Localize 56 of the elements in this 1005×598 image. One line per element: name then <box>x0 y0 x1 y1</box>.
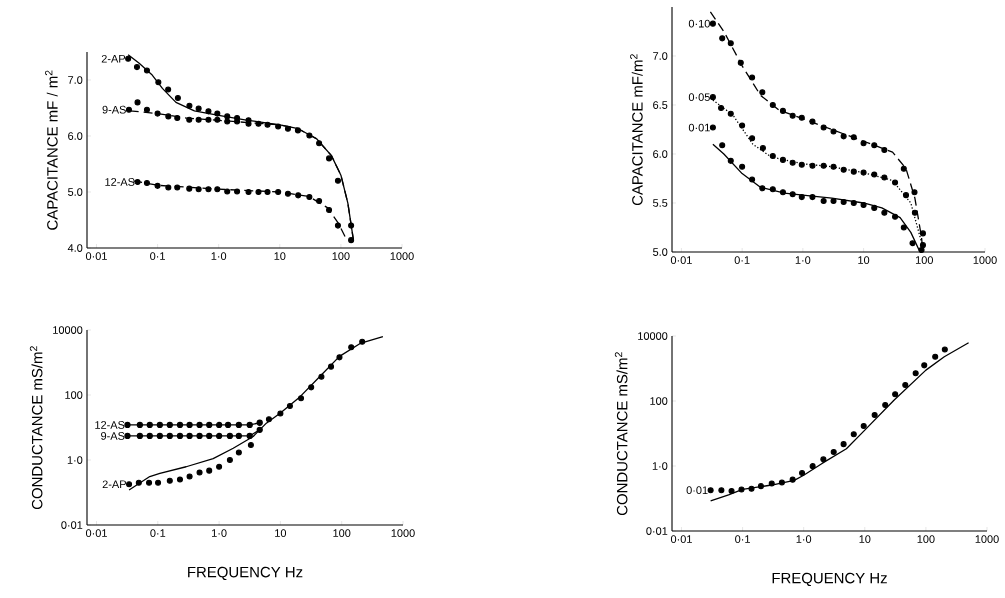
x-axis-title: FREQUENCY Hz <box>188 566 303 581</box>
x-tick-label: 1·0 <box>796 535 812 543</box>
x-tick-label: 10 <box>859 535 871 543</box>
y-tick-label: 10000 <box>638 332 668 340</box>
y-axis-title: CONDUCTANCE mS/m$^{2}$ <box>614 352 628 516</box>
x-tick-label: 0·1 <box>150 252 165 260</box>
series-label: 0·10 <box>688 19 710 28</box>
series-label: 12-AS <box>95 421 125 429</box>
x-tick-label: 1·0 <box>212 529 227 537</box>
y-tick-label: 6.0 <box>68 132 83 140</box>
series-label: 0·01 <box>686 486 708 495</box>
y-tick-label: 100 <box>65 391 83 399</box>
y-tick-label: 6.5 <box>653 101 668 109</box>
series-label: 12-AS <box>105 178 135 186</box>
x-tick-label: 100 <box>917 535 935 543</box>
x-axis-title: FREQUENCY Hz <box>772 572 887 587</box>
x-tick-label: 0·01 <box>85 529 107 537</box>
y-tick-label: 5.0 <box>653 248 668 256</box>
series-label: 9-AS <box>101 432 125 440</box>
x-tick-label: 100 <box>333 529 351 537</box>
x-tick-label: 10 <box>274 252 286 260</box>
y-tick-label: 7.0 <box>68 76 83 84</box>
x-tick-label: 1000 <box>973 256 997 264</box>
x-tick-label: 100 <box>915 256 933 264</box>
y-tick-label: 4.0 <box>67 244 83 252</box>
y-tick-label: 1·0 <box>652 462 668 470</box>
y-tick-label: 7.0 <box>653 52 668 60</box>
x-tick-label: 10 <box>275 529 287 537</box>
y-tick-label: 100 <box>650 397 668 405</box>
x-tick-label: 1000 <box>390 252 414 260</box>
x-tick-label: 1000 <box>391 529 415 537</box>
y-tick-label: 0·01 <box>61 521 83 529</box>
x-tick-label: 0·01 <box>670 256 692 264</box>
series-label: 0·01 <box>688 123 710 132</box>
y-tick-label: 5.0 <box>68 188 83 196</box>
x-tick-label: 1·0 <box>795 256 811 264</box>
series-label: 9-AS <box>102 105 126 114</box>
x-tick-label: 100 <box>332 252 350 260</box>
y-tick-label: 5.5 <box>653 199 668 207</box>
y-axis-title: CAPACITANCE mF / m$^{2}$ <box>45 70 58 230</box>
x-tick-label: 1·0 <box>211 252 227 260</box>
x-tick-label: 0·1 <box>734 256 750 264</box>
series-label: 2-AP <box>102 480 126 489</box>
y-tick-label: 1·0 <box>67 456 83 464</box>
x-tick-label: 0·01 <box>670 535 692 543</box>
x-tick-label: 1000 <box>975 535 999 543</box>
x-tick-label: 0·01 <box>85 252 107 260</box>
series-label: 2-AP <box>101 54 126 63</box>
y-axis-title: CONDUCTANCE mS/m$^{2}$ <box>29 346 43 510</box>
x-tick-label: 0·1 <box>735 535 750 543</box>
y-tick-label: 10000 <box>53 326 83 334</box>
y-axis-title: CAPACITANCE mF/m$^{2}$ <box>630 54 643 206</box>
series-label: 0·05 <box>688 93 710 102</box>
y-tick-label: 6.0 <box>653 150 668 158</box>
x-tick-label: 0·1 <box>150 529 166 537</box>
x-tick-label: 10 <box>858 256 870 264</box>
